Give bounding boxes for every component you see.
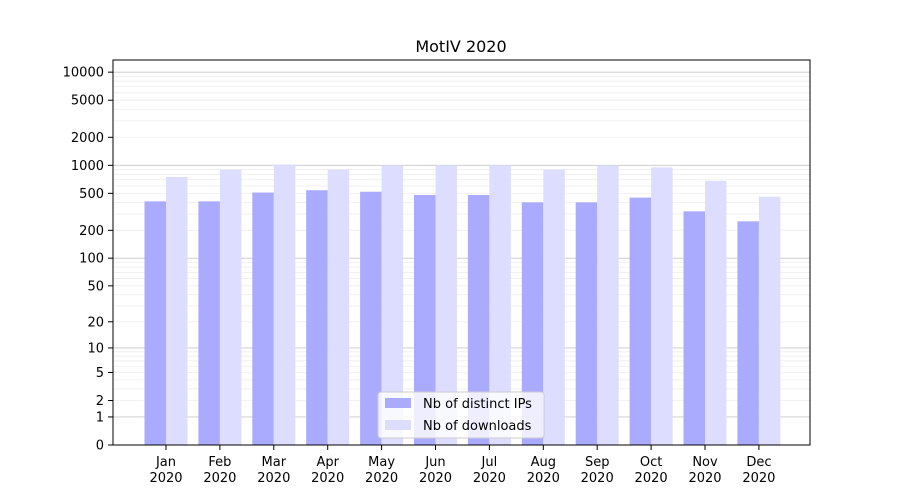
x-tick-label-month: Jun bbox=[424, 455, 445, 470]
x-tick-label-month: Mar bbox=[262, 455, 287, 470]
bar-ips-dec bbox=[737, 221, 759, 445]
x-tick-label-month: Jan bbox=[155, 455, 176, 470]
x-tick-label-month: Nov bbox=[692, 455, 718, 470]
y-tick-label: 500 bbox=[79, 187, 104, 202]
bar-downloads-mar bbox=[273, 164, 296, 445]
bar-ips-oct bbox=[629, 197, 652, 445]
x-tick-label-year: 2020 bbox=[473, 471, 506, 486]
y-tick-label: 1000 bbox=[71, 159, 104, 174]
bar-ips-nov bbox=[683, 211, 705, 445]
x-tick-label-month: Dec bbox=[746, 455, 771, 470]
x-tick-label-month: Aug bbox=[531, 455, 556, 470]
bar-ips-jun bbox=[414, 194, 436, 445]
x-tick-label-year: 2020 bbox=[149, 471, 182, 486]
bars bbox=[144, 164, 781, 446]
legend: Nb of distinct IPs Nb of downloads bbox=[377, 391, 545, 439]
x-tick-label-month: Feb bbox=[208, 455, 231, 470]
x-tick-label-month: Sep bbox=[585, 455, 610, 470]
x-tick-label-month: May bbox=[368, 455, 395, 470]
bar-downloads-nov bbox=[705, 180, 727, 446]
bar-ips-jul bbox=[467, 194, 490, 445]
bar-downloads-jan bbox=[166, 176, 188, 445]
bar-ips-aug bbox=[521, 202, 544, 445]
x-tick-label-month: Jul bbox=[481, 455, 498, 470]
y-tick-label: 100 bbox=[79, 252, 104, 267]
bar-downloads-feb bbox=[219, 169, 242, 445]
x-tick-label-month: Oct bbox=[640, 455, 662, 470]
bar-downloads-dec bbox=[758, 196, 781, 445]
y-tick-label: 1 bbox=[96, 410, 104, 425]
x-tick-label-month: Apr bbox=[316, 455, 339, 470]
x-tick-label-year: 2020 bbox=[203, 471, 236, 486]
x-tick-label-year: 2020 bbox=[742, 471, 775, 486]
x-tick-label-year: 2020 bbox=[527, 471, 560, 486]
legend-label-downloads: Nb of downloads bbox=[423, 419, 532, 434]
y-tick-label: 50 bbox=[87, 279, 104, 294]
y-tick-label: 5 bbox=[96, 366, 104, 381]
legend-box bbox=[377, 391, 545, 439]
y-tick-label: 10 bbox=[87, 341, 104, 356]
legend-label-ips: Nb of distinct IPs bbox=[423, 397, 532, 412]
x-tick-label-year: 2020 bbox=[311, 471, 344, 486]
bar-ips-mar bbox=[252, 192, 274, 445]
x-tick-label-year: 2020 bbox=[581, 471, 614, 486]
y-tick-label: 2 bbox=[96, 394, 104, 409]
bar-ips-apr bbox=[306, 190, 328, 445]
x-tick-label-year: 2020 bbox=[257, 471, 290, 486]
y-tick-label: 200 bbox=[79, 224, 104, 239]
x-tick-label-year: 2020 bbox=[419, 471, 452, 486]
legend-swatch-ips bbox=[385, 398, 411, 408]
bar-downloads-aug bbox=[543, 169, 565, 445]
bar-ips-jan bbox=[144, 201, 166, 445]
legend-swatch-downloads bbox=[385, 420, 411, 430]
x-tick-label-year: 2020 bbox=[635, 471, 668, 486]
y-tick-label: 0 bbox=[96, 439, 104, 454]
y-tick-label: 20 bbox=[87, 315, 104, 330]
y-tick-label: 5000 bbox=[71, 94, 104, 109]
chart-title: MotIV 2020 bbox=[415, 37, 506, 56]
axes: Jan2020Feb2020Mar2020Apr2020May2020Jun20… bbox=[63, 59, 811, 486]
bar-downloads-jul bbox=[489, 165, 511, 445]
bar-downloads-oct bbox=[651, 167, 673, 446]
y-tick-label: 2000 bbox=[71, 131, 104, 146]
x-tick-label-year: 2020 bbox=[688, 471, 721, 486]
bar-ips-feb bbox=[198, 201, 220, 445]
bar-downloads-apr bbox=[327, 169, 350, 445]
y-tick-label: 10000 bbox=[63, 66, 104, 81]
bar-ips-sep bbox=[575, 202, 598, 445]
bar-downloads-may bbox=[381, 165, 404, 445]
bar-downloads-jun bbox=[435, 165, 457, 445]
bar-ips-may bbox=[360, 191, 382, 445]
bar-downloads-sep bbox=[597, 165, 619, 445]
plot-frame bbox=[112, 59, 811, 446]
x-tick-label-year: 2020 bbox=[365, 471, 398, 486]
